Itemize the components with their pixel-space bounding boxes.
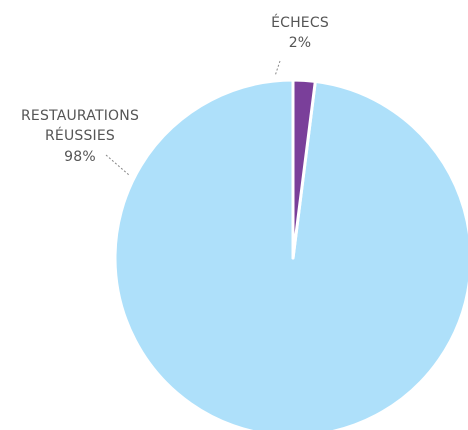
slice-label-reussies-line2: RÉUSSIES (45, 127, 115, 144)
slice-label-reussies-line1: RESTAURATIONS (21, 108, 139, 124)
leader-line-echecs (274, 60, 281, 77)
leader-line-reussies (105, 154, 130, 176)
pie-slices (113, 78, 468, 430)
slice-label-echecs: ÉCHECS (271, 14, 329, 31)
pie-slice-1 (291, 78, 317, 260)
slice-value-reussies: 98% (64, 149, 96, 165)
slice-value-echecs: 2% (289, 35, 312, 51)
